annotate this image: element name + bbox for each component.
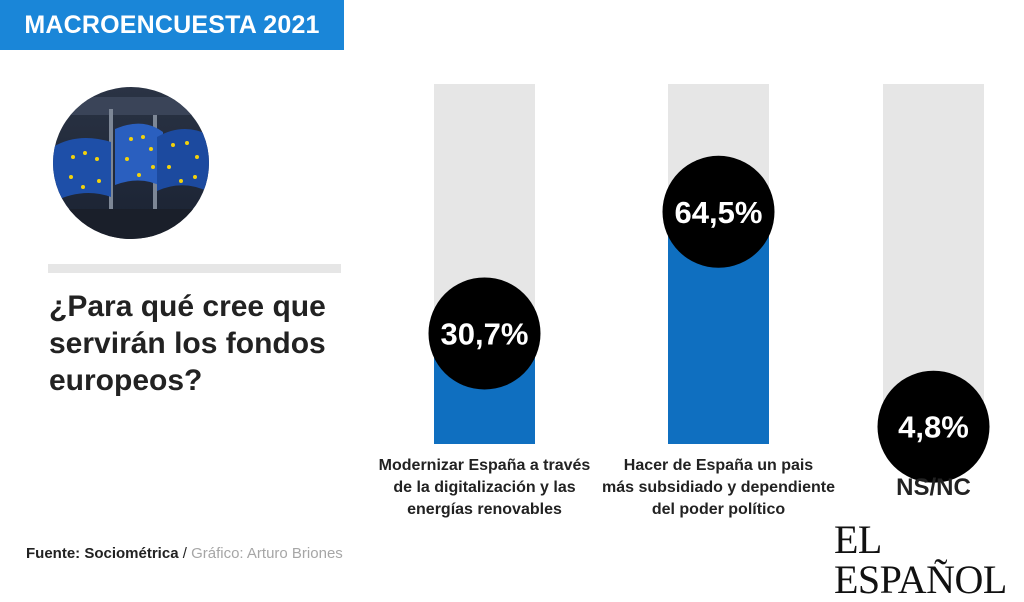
section-divider bbox=[48, 264, 341, 273]
source-label: Fuente: Sociométrica bbox=[26, 545, 179, 562]
category-label-0-line-0: Modernizar España a través bbox=[379, 457, 591, 474]
value-label-0: 30,7% bbox=[441, 316, 529, 351]
source-note: Fuente: Sociométrica / Gráfico: Arturo B… bbox=[26, 545, 343, 562]
category-label-0-line-2: energías renovables bbox=[407, 501, 562, 518]
survey-question: ¿Para qué cree que servirán los fondos e… bbox=[49, 290, 326, 397]
value-label-2: 4,8% bbox=[898, 410, 969, 445]
el-espanol-logo: EL ESPAÑOL bbox=[834, 517, 1007, 602]
category-label-1-line-2: del poder político bbox=[652, 501, 786, 518]
category-label-1-line-0: Hacer de España un pais bbox=[624, 457, 814, 474]
value-label-1: 64,5% bbox=[675, 195, 763, 230]
graphic-credit: Gráfico: Arturo Briones bbox=[191, 545, 343, 562]
source-separator: / bbox=[178, 545, 192, 562]
survey-banner: MACROENCUESTA 2021 bbox=[0, 0, 344, 50]
bar-chart: 30,7% Modernizar España a través de la dig… bbox=[379, 84, 990, 518]
value-bubble-2 bbox=[877, 370, 990, 483]
category-label-2-line-0: NS/NC bbox=[896, 474, 971, 501]
value-bubble-1 bbox=[662, 155, 775, 268]
category-label-0-line-1: de la digitalización y las bbox=[393, 479, 575, 496]
value-bubble-0 bbox=[428, 277, 541, 390]
category-label-1-line-1: más subsidiado y dependiente bbox=[602, 479, 835, 496]
